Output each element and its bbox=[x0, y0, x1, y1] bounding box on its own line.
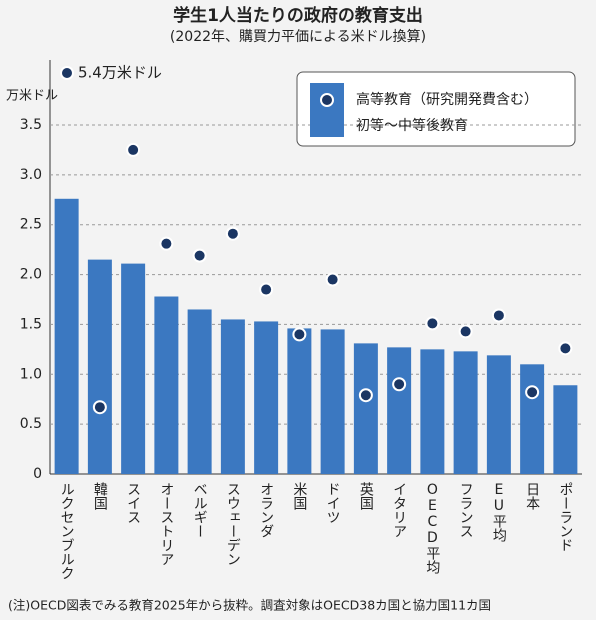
dot bbox=[458, 324, 473, 339]
bar bbox=[121, 263, 146, 474]
y-tick-label: 0 bbox=[33, 466, 42, 482]
y-tick-label: 3.5 bbox=[20, 117, 42, 133]
bar bbox=[254, 321, 279, 474]
dot bbox=[358, 388, 373, 403]
bar bbox=[453, 351, 478, 474]
bar bbox=[154, 296, 179, 474]
dot bbox=[558, 341, 573, 356]
bar bbox=[420, 349, 445, 474]
bar bbox=[553, 385, 578, 474]
x-tick-label: フランス bbox=[458, 482, 474, 538]
note: (注)OECD図表でみる教育2025年から抜粋。調査対象はOECD38カ国と協力… bbox=[8, 598, 491, 613]
x-tick-label: ルクセンブルク bbox=[59, 482, 75, 580]
bar bbox=[220, 319, 245, 474]
x-tick-label: スイス bbox=[125, 482, 141, 524]
x-tick-label: スウェーデン bbox=[225, 482, 241, 566]
x-tick-label: 米国 bbox=[291, 482, 307, 510]
chart-title: 学生1人当たりの政府の教育支出 bbox=[173, 5, 423, 26]
dot bbox=[92, 400, 107, 415]
dot bbox=[491, 308, 506, 323]
bar bbox=[320, 329, 345, 474]
x-tick-label: OECD平均 bbox=[424, 482, 440, 574]
legend-label: 高等教育（研究開発費含む） bbox=[356, 91, 538, 108]
value-label: 5.4万米ドル bbox=[78, 64, 162, 82]
x-tick-label: 英国 bbox=[358, 481, 374, 510]
dot bbox=[292, 327, 307, 342]
dot bbox=[192, 248, 207, 263]
dot bbox=[525, 385, 540, 400]
bar bbox=[387, 347, 412, 474]
bar bbox=[486, 355, 511, 474]
y-tick-label: 2.5 bbox=[20, 217, 42, 233]
x-tick-label: オーストリア bbox=[158, 482, 174, 566]
x-tick-label: 日本 bbox=[524, 482, 540, 510]
legend-label: 初等～中等後教育 bbox=[356, 117, 468, 134]
legend-swatch bbox=[310, 83, 344, 137]
x-tick-label: オランダ bbox=[258, 482, 274, 538]
chart-subtitle: (2022年、購買力平価による米ドル換算) bbox=[170, 29, 426, 45]
legend-box bbox=[296, 71, 576, 147]
x-tick-label: EU平均 bbox=[491, 482, 507, 542]
dot bbox=[60, 66, 74, 80]
x-tick-label: ベルギー bbox=[192, 482, 208, 538]
bar bbox=[187, 309, 212, 474]
dot bbox=[159, 236, 174, 251]
y-tick-label: 1.0 bbox=[20, 366, 42, 382]
bar bbox=[353, 343, 378, 474]
bar bbox=[287, 328, 312, 474]
dot bbox=[325, 272, 340, 287]
dot bbox=[259, 282, 274, 297]
x-tick-label: イタリア bbox=[391, 482, 407, 538]
y-tick-label: 1.5 bbox=[20, 316, 42, 332]
legend-dot bbox=[320, 93, 334, 107]
x-tick-label: ドイツ bbox=[325, 482, 341, 524]
y-tick-label: 3.0 bbox=[20, 167, 42, 183]
x-tick-label: 韓国 bbox=[92, 482, 108, 510]
dot bbox=[392, 377, 407, 392]
x-tick-label: ポーランド bbox=[557, 482, 573, 552]
dot bbox=[225, 226, 240, 241]
y-tick-label: 2.0 bbox=[20, 267, 42, 283]
bar bbox=[54, 198, 79, 474]
y-tick-label: 0.5 bbox=[20, 416, 42, 432]
bar bbox=[87, 259, 112, 474]
bar bbox=[520, 364, 545, 474]
dot bbox=[126, 142, 141, 157]
dot bbox=[425, 316, 440, 331]
y-axis-label: 万米ドル bbox=[6, 89, 58, 104]
